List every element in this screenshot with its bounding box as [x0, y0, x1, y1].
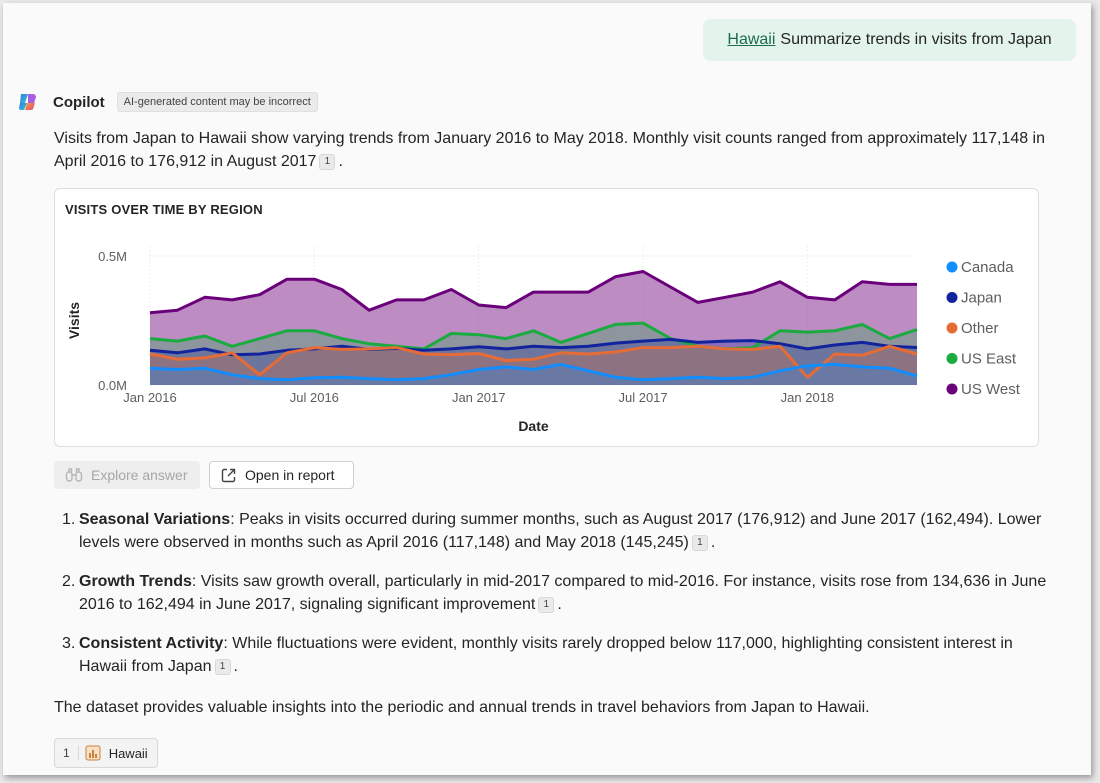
list-item-end: .: [233, 658, 238, 675]
line-us-east: [149, 321, 918, 351]
conclusion-paragraph: The dataset provides valuable insights i…: [54, 699, 870, 716]
copilot-name: Copilot: [53, 93, 105, 111]
list-item-end: .: [710, 534, 716, 551]
legend-label-us-east: US East: [961, 351, 1017, 368]
legend-marker-us-west: [946, 383, 958, 395]
list-item-heading: Seasonal Variations: [79, 511, 231, 528]
x-tick-label: Jan 2017: [452, 390, 506, 405]
open-external-icon: [221, 468, 236, 482]
binoculars-icon: [65, 468, 83, 482]
x-tick-label: Jan 2016: [123, 390, 177, 405]
list-number: 3.: [62, 635, 76, 652]
y-tick-label: 0.0M: [98, 378, 127, 393]
list-item: 1. Seasonal Variations: Peaks in visits o…: [54, 508, 1054, 554]
intro-paragraph: Visits from Japan to Hawaii show varying…: [54, 127, 1054, 173]
citation-marker[interactable]: 1: [538, 597, 555, 613]
list-item: 2. Growth Trends: Visits saw growth overa…: [54, 570, 1054, 616]
explore-answer-button[interactable]: Explore answer: [54, 461, 200, 489]
report-chart-icon: [85, 745, 101, 761]
explore-answer-label: Explore answer: [91, 467, 188, 483]
user-message-bubble: Hawaii Summarize trends in visits from J…: [703, 19, 1076, 61]
open-in-report-label: Open in report: [245, 467, 335, 483]
area-us-west: [150, 271, 917, 385]
legend-label-other: Other: [961, 320, 999, 337]
trend-list: 1. Seasonal Variations: Peaks in visits o…: [54, 508, 1054, 694]
legend-label-japan: Japan: [961, 290, 1002, 307]
legend-marker-canada: [946, 261, 958, 273]
intro-text: Visits from Japan to Hawaii show varying…: [54, 130, 1046, 170]
citation-marker[interactable]: 1: [319, 154, 336, 170]
legend-marker-other: [946, 322, 958, 334]
x-tick-label: Jan 2018: [781, 390, 835, 405]
source-label: Hawaii: [108, 745, 148, 761]
x-axis-label: Date: [518, 418, 549, 434]
visits-chart-card: VISITS OVER TIME BY REGION 0.0M 0.5M Jan 2…: [54, 188, 1039, 447]
line-japan: [149, 337, 918, 357]
legend-marker-japan: [946, 292, 958, 303]
legend-marker-us-east: [946, 353, 958, 364]
list-number: 1.: [62, 511, 76, 528]
y-axis-label: Visits: [66, 302, 82, 339]
legend-label-us-west: US West: [961, 381, 1021, 398]
x-tick-label: Jul 2016: [290, 390, 339, 405]
citation-marker[interactable]: 1: [691, 535, 708, 551]
line-other: [149, 344, 918, 379]
visits-chart: 0.0M 0.5M Jan 2016 Jul 2016 Jan 2017 Jul 2017…: [66, 246, 1021, 434]
copilot-logo-icon: [19, 94, 36, 111]
source-number: 1: [63, 746, 79, 760]
user-message-text: Summarize trends in visits from Japan: [780, 31, 1052, 48]
area-us-east: [150, 323, 917, 385]
x-tick-label: Jul 2017: [618, 390, 667, 405]
intro-end: .: [338, 153, 343, 170]
legend-label-canada: Canada: [961, 259, 1014, 276]
ai-disclaimer-badge: AI-generated content may be incorrect: [116, 92, 318, 112]
list-item-text: : While fluctuations were evident, month…: [79, 635, 1013, 675]
chat-panel: Hawaii Summarize trends in visits from J…: [3, 3, 1091, 775]
line-us-west: [149, 270, 917, 315]
citation-marker[interactable]: 1: [214, 659, 231, 675]
list-item-text: : Peaks in visits occurred during summer…: [79, 511, 1042, 551]
hawaii-reference-link[interactable]: Hawaii: [727, 31, 776, 48]
list-item: 3. Consistent Activity: While fluctuation…: [54, 632, 1054, 678]
source-chip[interactable]: 1 Hawaii: [54, 738, 158, 768]
list-item-heading: Consistent Activity: [79, 635, 224, 652]
list-item-text: : Visits saw growth overall, particularl…: [79, 573, 1047, 613]
open-in-report-button[interactable]: Open in report: [209, 461, 354, 489]
chart-title: VISITS OVER TIME BY REGION: [65, 202, 263, 217]
copilot-header: Copilot AI-generated content may be inco…: [17, 91, 318, 113]
line-canada: [149, 362, 918, 382]
list-item-heading: Growth Trends: [79, 573, 192, 590]
area-other: [150, 346, 917, 385]
y-tick-label: 0.5M: [98, 249, 127, 264]
list-item-end: .: [557, 596, 562, 613]
list-number: 2.: [62, 573, 76, 590]
